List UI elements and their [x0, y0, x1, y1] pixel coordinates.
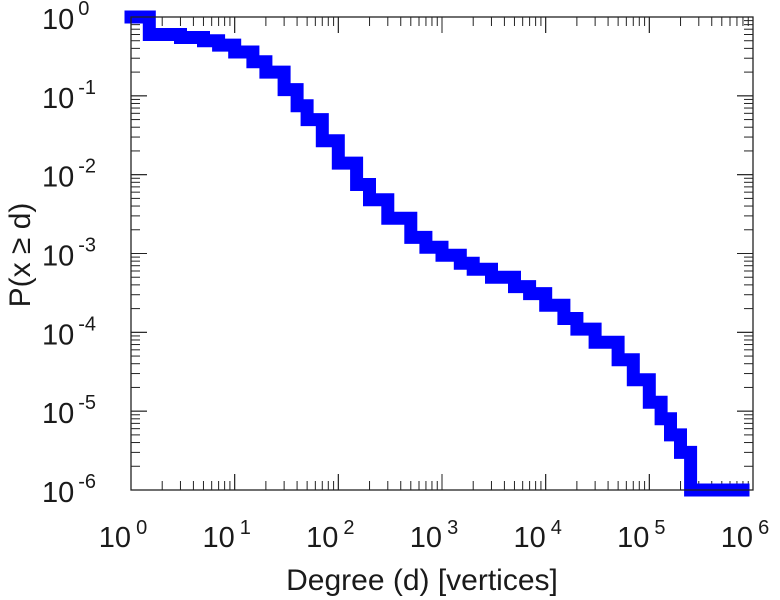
x-tick-label: 10 6	[721, 517, 769, 554]
series-group	[124, 10, 750, 497]
y-tick-label: 10 -5	[42, 392, 96, 430]
y-tick-label: 10 -1	[42, 77, 96, 115]
y-tick-label: 10 -4	[42, 313, 96, 351]
x-tick-labels: 10 0 10 1 10 2 10 3 10 4 10 5 10 6	[99, 517, 769, 554]
x-tick-label: 10 2	[306, 517, 354, 554]
x-axis-label: Degree (d) [vertices]	[286, 564, 558, 597]
y-tick-label: 10 -2	[42, 156, 96, 194]
y-axis-label: P(x ≥ d)	[4, 203, 37, 308]
series-line	[124, 10, 750, 497]
x-tick-label: 10 4	[513, 517, 561, 554]
y-tick-label: 10 0	[42, 0, 89, 36]
x-tick-label: 10 3	[410, 517, 458, 554]
plot-frame	[130, 16, 754, 491]
y-tick-label: 10 -3	[42, 235, 96, 273]
x-tick-label: 10 5	[617, 517, 665, 554]
x-tick-label: 10 0	[99, 517, 147, 554]
y-tick-label: 10 -6	[42, 471, 96, 509]
x-tick-label: 10 1	[202, 517, 250, 554]
